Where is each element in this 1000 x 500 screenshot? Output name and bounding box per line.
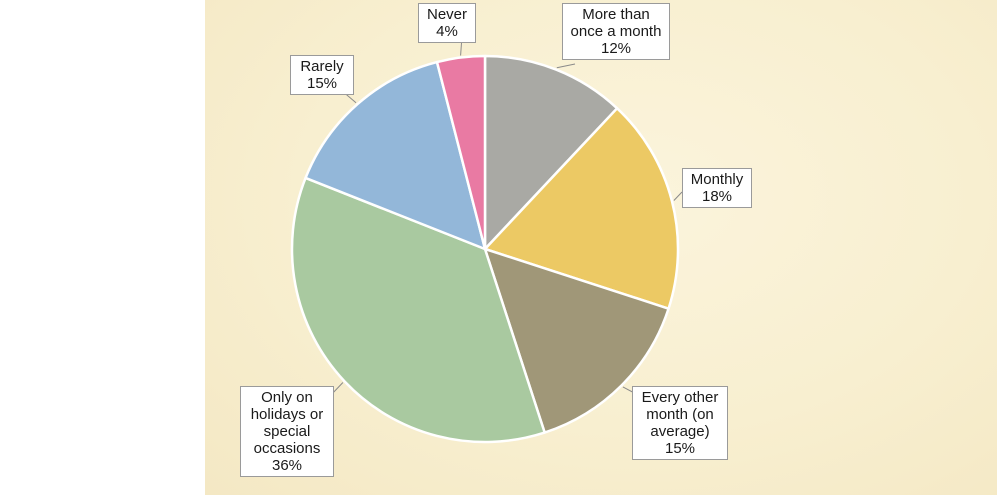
pie-slice [483, 54, 619, 251]
slice-label: Never 4% [418, 3, 476, 43]
slice-label-line: once a month [570, 23, 662, 40]
slice-label-line: Never [426, 6, 467, 23]
slice-label-line: More than [582, 6, 650, 23]
slice-value-label: 12% [600, 40, 632, 57]
pie-slices [290, 54, 680, 444]
pie-slice [304, 60, 487, 251]
slice-label-line: Monthly [690, 171, 744, 188]
pie-slice [290, 176, 546, 444]
pie-slice [483, 107, 680, 310]
leader-line [673, 191, 683, 201]
slice-label: Only on holidays or special occasions 36% [240, 386, 334, 477]
slice-label-line: average) [650, 423, 710, 440]
slice-label-line: occasions [253, 440, 321, 457]
slice-value-label: 36% [271, 457, 303, 474]
slice-label-line: month (on [646, 406, 714, 423]
slice-label: Monthly 18% [682, 168, 752, 208]
slice-label-line: special [263, 423, 311, 440]
slice-value-label: 15% [664, 440, 696, 457]
slice-label: More than once a month 12% [562, 3, 670, 60]
leader-line [556, 63, 576, 69]
slice-label-line: Only on [261, 389, 313, 406]
pie-slice [435, 54, 487, 251]
slice-label-line: holidays or [250, 406, 324, 423]
slice-value-label: 4% [436, 23, 458, 40]
slice-value-label: 15% [306, 75, 338, 92]
slice-label-line: Rarely [300, 58, 344, 75]
slice-value-label: 18% [701, 188, 733, 205]
slice-label: Every other month (on average) 15% [632, 386, 728, 460]
slice-label: Rarely 15% [290, 55, 354, 95]
slice-label-line: Every other [641, 389, 719, 406]
